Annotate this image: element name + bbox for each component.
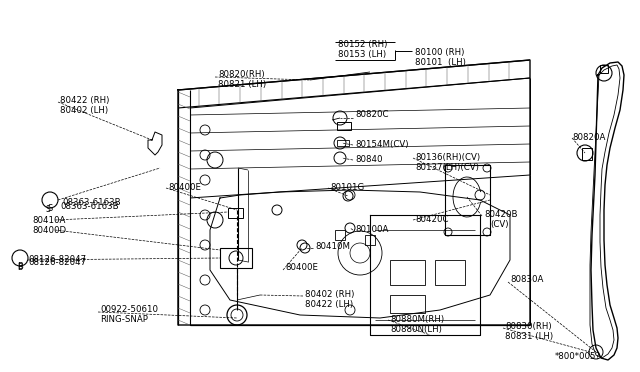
Text: B: B xyxy=(17,263,22,272)
Text: 80420C: 80420C xyxy=(415,215,449,224)
Text: 80137(LH)(CV): 80137(LH)(CV) xyxy=(415,163,479,172)
Text: 80422 (LH): 80422 (LH) xyxy=(305,300,353,309)
Text: 80820A: 80820A xyxy=(572,133,605,142)
Text: 80154M(CV): 80154M(CV) xyxy=(355,140,408,149)
Bar xyxy=(228,208,243,218)
Text: 80420B: 80420B xyxy=(484,210,518,219)
Text: 80400D: 80400D xyxy=(32,226,66,235)
Text: 80101  (LH): 80101 (LH) xyxy=(415,58,466,67)
Text: 80880M(RH): 80880M(RH) xyxy=(390,315,444,324)
Bar xyxy=(390,260,425,285)
Bar xyxy=(337,122,351,130)
Text: 80402 (RH): 80402 (RH) xyxy=(305,290,355,299)
Text: 80830(RH): 80830(RH) xyxy=(505,322,552,331)
Text: 80136(RH)(CV): 80136(RH)(CV) xyxy=(415,153,480,162)
Text: S: S xyxy=(46,205,51,214)
Text: 80400E: 80400E xyxy=(285,263,318,272)
Bar xyxy=(435,260,465,285)
Text: 80100A: 80100A xyxy=(355,225,388,234)
Text: 80840: 80840 xyxy=(355,155,383,164)
Text: 80820(RH): 80820(RH) xyxy=(218,70,264,79)
Text: B: B xyxy=(17,262,23,271)
Text: 80153 (LH): 80153 (LH) xyxy=(338,50,386,59)
Bar xyxy=(582,148,592,160)
Text: 80402 (LH): 80402 (LH) xyxy=(60,106,108,115)
Text: 08126-82047: 08126-82047 xyxy=(28,258,86,267)
Text: 80422 (RH): 80422 (RH) xyxy=(60,96,109,105)
Bar xyxy=(335,230,345,240)
Text: 80410A: 80410A xyxy=(32,216,65,225)
Text: 80821 (LH): 80821 (LH) xyxy=(218,80,266,89)
Bar xyxy=(600,65,608,73)
Text: 80100 (RH): 80100 (RH) xyxy=(415,48,465,57)
Text: 08363-6163B: 08363-6163B xyxy=(60,202,118,211)
Text: 80101G: 80101G xyxy=(330,183,364,192)
Bar xyxy=(220,248,252,268)
Bar xyxy=(390,295,425,313)
Text: *800*005?: *800*005? xyxy=(555,352,601,361)
Text: 80410M: 80410M xyxy=(315,242,350,251)
Text: 80400E: 80400E xyxy=(168,183,201,192)
Text: 80820C: 80820C xyxy=(355,110,388,119)
Bar xyxy=(365,235,375,245)
Text: S: S xyxy=(47,204,52,213)
Bar xyxy=(337,140,349,146)
Text: 08126-82047: 08126-82047 xyxy=(28,255,86,264)
Text: 80830A: 80830A xyxy=(510,275,543,284)
Text: 08363-6163B: 08363-6163B xyxy=(62,198,120,207)
Text: 80152 (RH): 80152 (RH) xyxy=(338,40,387,49)
Text: 80880N(LH): 80880N(LH) xyxy=(390,325,442,334)
Text: 80831 (LH): 80831 (LH) xyxy=(505,332,553,341)
Text: 00922-50610: 00922-50610 xyxy=(100,305,158,314)
Text: (CV): (CV) xyxy=(490,220,509,229)
Text: RING-SNAP: RING-SNAP xyxy=(100,315,148,324)
